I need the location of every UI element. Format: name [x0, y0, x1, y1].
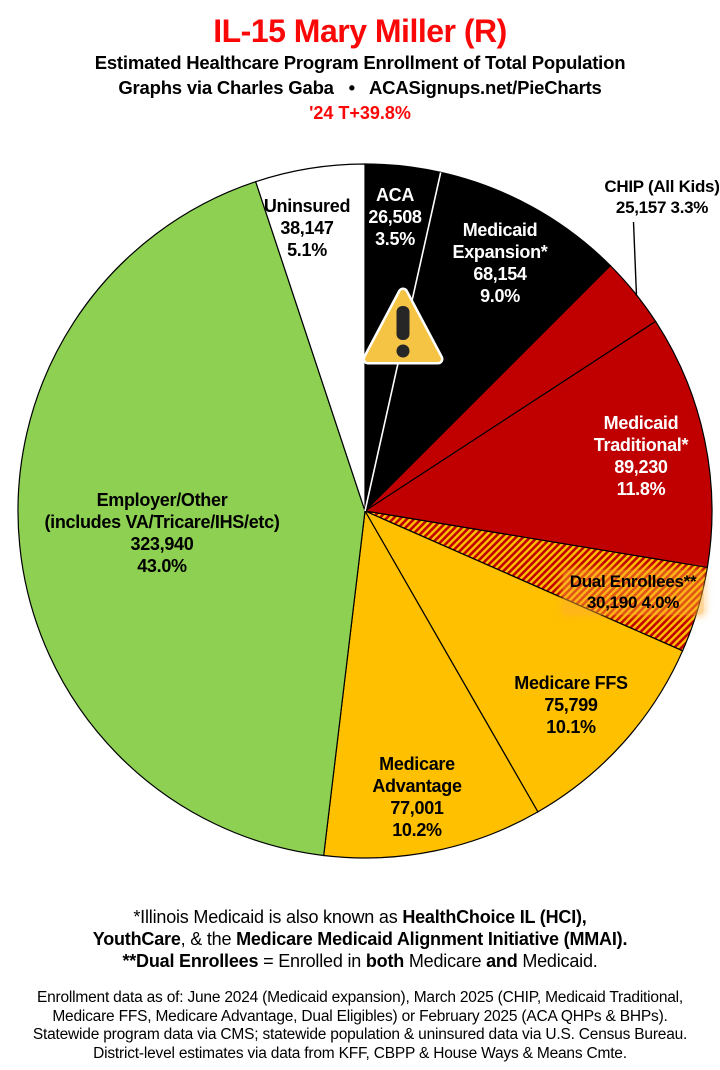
label-medicare-ffs-name: Medicare FFS — [514, 673, 628, 693]
label-aca-name: ACA — [375, 185, 415, 205]
pie-chart — [0, 150, 720, 870]
label-aca-pct: 3.5% — [375, 229, 415, 249]
footnote-3d: Medicare — [404, 951, 487, 971]
page-title: IL-15 Mary Miller (R) — [213, 13, 507, 49]
label-employer-other: Employer/Other (includes VA/Tricare/IHS/… — [44, 489, 279, 577]
label-medicare-advantage: Medicare Advantage 77,001 10.2% — [372, 753, 462, 841]
source-line-3: Statewide program data via CMS; statewid… — [32, 1026, 688, 1043]
label-uninsured-name: Uninsured — [263, 196, 351, 216]
trend-line: '24 T+39.8% — [309, 103, 411, 123]
footnote-line-1: *Illinois Medicaid is also known as Heal… — [0, 906, 720, 928]
label-chip-name: CHIP (All Kids) — [604, 177, 720, 196]
footnotes: *Illinois Medicaid is also known as Heal… — [0, 906, 720, 972]
footnote-3a: **Dual Enrollees — [122, 951, 259, 971]
label-medicaid-expansion-name2: Expansion* — [452, 242, 548, 262]
footnote-3f: Medicaid. — [517, 951, 598, 971]
label-employer-value: 323,940 — [130, 534, 194, 554]
slices-group — [17, 163, 713, 859]
label-medicaid-traditional-pct: 11.8% — [616, 479, 666, 499]
label-medicare-advantage-name1: Medicare — [379, 754, 455, 774]
label-medicaid-expansion-name1: Medicaid — [462, 220, 538, 240]
footnote-line-2: YouthCare, & the Medicare Medicaid Align… — [0, 928, 720, 950]
label-uninsured-value: 38,147 — [280, 218, 334, 238]
pie-slice-medicaid-traditional — [363, 320, 713, 569]
label-aca-value: 26,508 — [368, 207, 422, 227]
label-aca: ACA 26,508 3.5% — [368, 184, 422, 250]
label-medicare-advantage-pct: 10.2% — [392, 820, 442, 840]
source-line-2: Medicare FFS, Medicare Advantage, Dual E… — [52, 1007, 668, 1025]
source-line-1: Enrollment data as of: June 2024 (Medica… — [36, 989, 684, 1006]
label-uninsured-pct: 5.1% — [287, 240, 327, 260]
label-employer-pct: 43.0% — [137, 556, 187, 576]
source-notes: Enrollment data as of: June 2024 (Medica… — [0, 989, 720, 1063]
footnote-3c: both — [365, 951, 405, 971]
label-medicaid-traditional-name1: Medicaid — [603, 413, 679, 433]
source-line-4: District-level estimates via data from K… — [93, 1044, 627, 1062]
label-uninsured: Uninsured 38,147 5.1% — [263, 195, 351, 261]
label-chip-value-pct: 25,157 3.3% — [615, 197, 709, 217]
label-medicare-advantage-value: 77,001 — [390, 798, 444, 818]
footnote-line-3: **Dual Enrollees = Enrolled in both Medi… — [0, 950, 720, 972]
label-dual-name: Dual Enrollees** — [569, 572, 697, 591]
footnote-2c: Medicare Medicaid Alignment Initiative (… — [236, 929, 628, 949]
label-medicaid-traditional: Medicaid Traditional* 89,230 11.8% — [593, 412, 689, 500]
label-medicare-ffs-pct: 10.1% — [546, 717, 596, 737]
pie-slice-medicare-advantage — [323, 509, 539, 859]
label-dual-value-pct: 30,190 4.0% — [586, 592, 680, 612]
footnote-2a: YouthCare — [92, 929, 181, 949]
label-employer-name1: Employer/Other — [96, 490, 228, 510]
label-medicaid-expansion: Medicaid Expansion* 68,154 9.0% — [452, 219, 547, 307]
label-medicaid-expansion-pct: 9.0% — [480, 286, 520, 306]
page-subtitle: Estimated Healthcare Program Enrollment … — [94, 52, 626, 73]
label-medicaid-expansion-value: 68,154 — [473, 264, 527, 284]
pie-slice-medicaid-expansion — [363, 171, 612, 513]
label-employer-name2: (includes VA/Tricare/IHS/etc) — [44, 512, 280, 532]
footnote-3b: = Enrolled in — [258, 951, 366, 971]
pie-slice-medicare-ffs — [363, 509, 684, 813]
label-medicare-advantage-name2: Advantage — [372, 776, 462, 796]
warning-icon — [362, 287, 444, 365]
label-medicaid-traditional-name2: Traditional* — [593, 435, 689, 455]
footnote-2b: , & the — [180, 929, 237, 949]
pie-svg — [17, 163, 713, 859]
pie-slice-uninsured — [254, 163, 366, 512]
label-medicaid-traditional-value: 89,230 — [614, 457, 668, 477]
footnote-1a: *Illinois Medicaid is also known as — [133, 907, 403, 927]
chip-callout-line — [632, 221, 638, 297]
footnote-3e: and — [486, 951, 518, 971]
credit-line: Graphs via Charles Gaba • ACASignups.net… — [118, 77, 602, 98]
pie-slice-employer-other — [17, 180, 366, 857]
label-chip: CHIP (All Kids) 25,157 3.3% — [604, 177, 719, 218]
label-medicare-ffs-value: 75,799 — [544, 695, 598, 715]
label-dual-enrollees: Dual Enrollees** 30,190 4.0% — [562, 570, 704, 615]
label-medicare-ffs: Medicare FFS 75,799 10.1% — [514, 672, 628, 738]
footnote-1b: HealthChoice IL (HCI), — [402, 907, 587, 927]
